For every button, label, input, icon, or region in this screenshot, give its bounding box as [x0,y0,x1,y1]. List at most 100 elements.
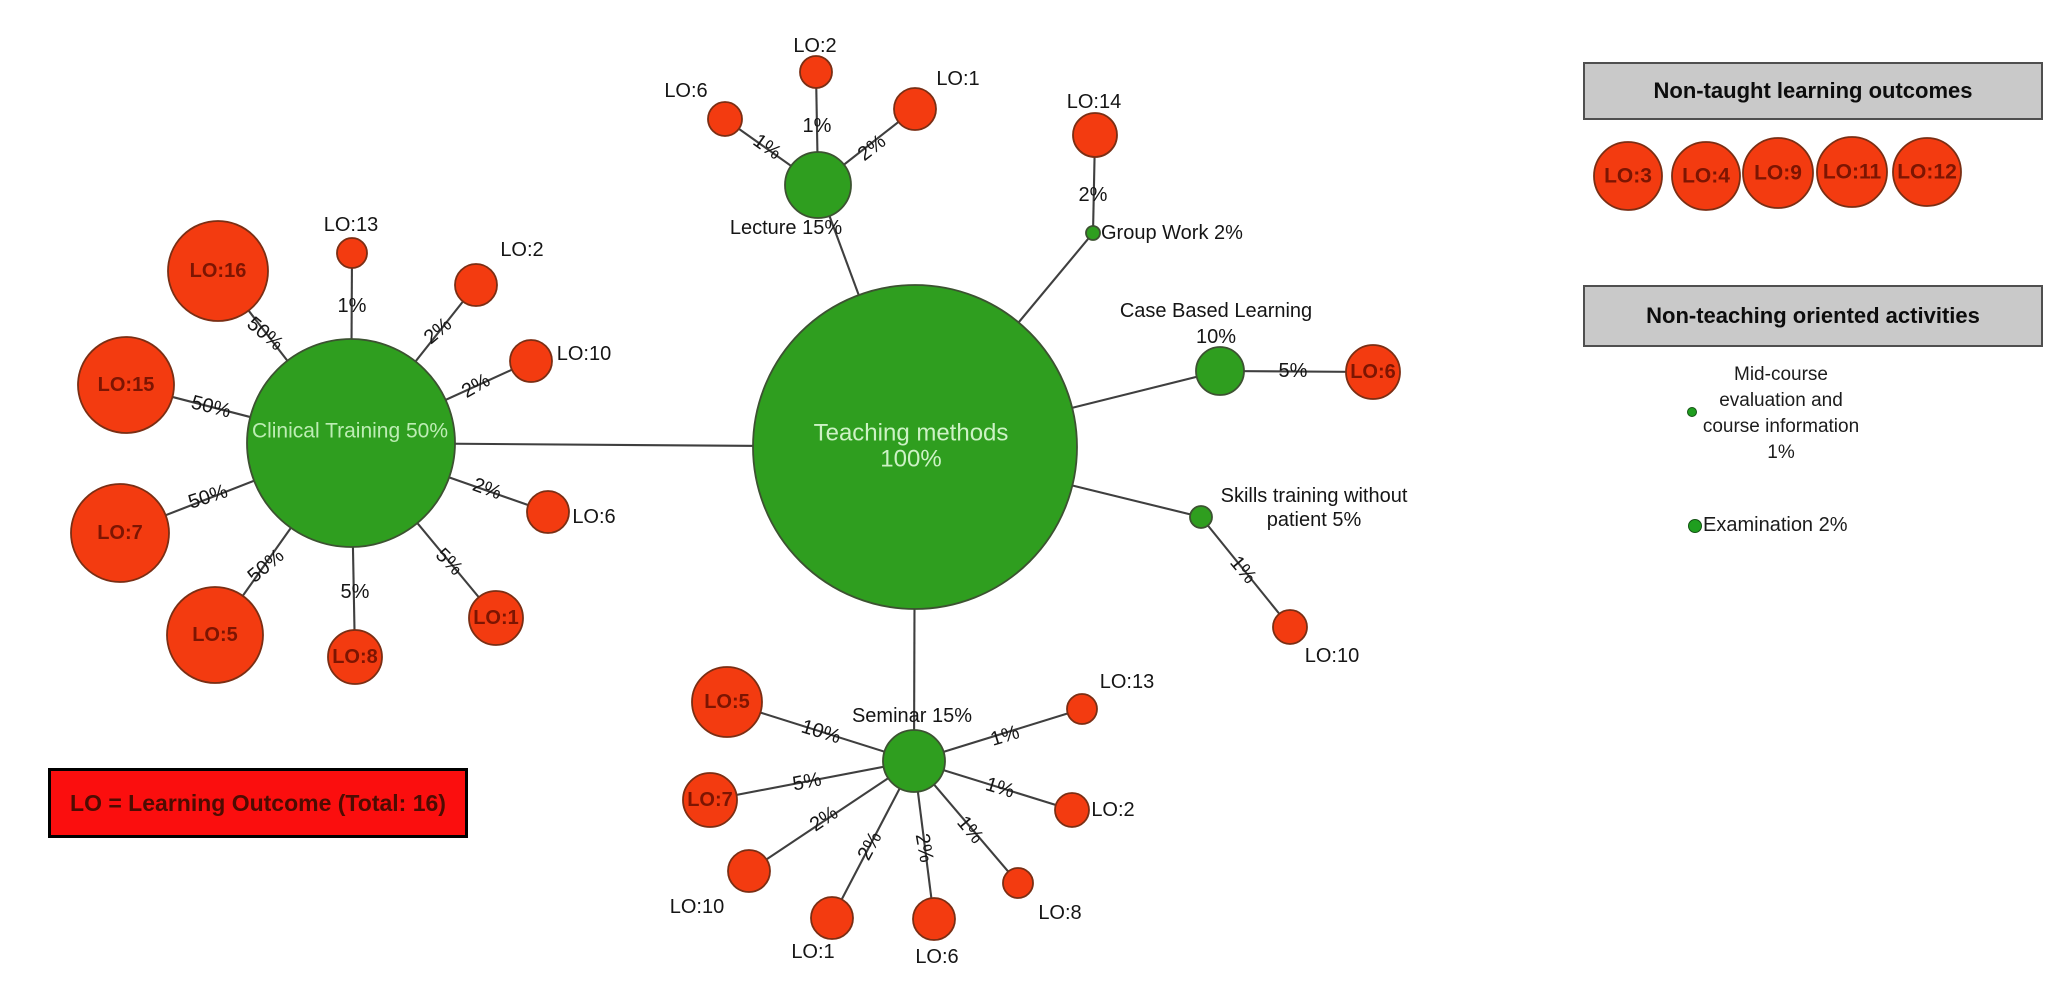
legend-text: LO = Learning Outcome (Total: 16) [70,789,446,816]
lo-label-clinical-training-lo-6: LO:6 [572,506,615,528]
lo-node-clinical-training-lo-6 [526,490,570,534]
pct-label-seminar-lo-2: 1% [983,773,1017,803]
lo-label-clinical-training-lo-13: LO:13 [324,214,378,236]
mid-course-line-1: Mid-course [1734,364,1828,385]
mid-course-dot-icon [1687,407,1697,417]
lo-node-case-based-learning-lo-6 [1345,344,1401,400]
lo-node-seminar-lo-10 [727,849,771,893]
lo-label-seminar-lo-7: LO:7 [687,789,733,811]
method-node-skills-training-without-patient [1189,505,1213,529]
lo-node-non-taught-lo-4 [1671,141,1741,211]
method-node-clinical-training [246,338,456,548]
pct-label-group-work-lo-14: 2% [1079,184,1108,206]
lo-node-clinical-training-lo-10 [509,339,553,383]
lo-label-clinical-training-lo-5: LO:5 [192,624,238,646]
lo-label-seminar-lo-10: LO:10 [670,896,724,918]
pct-label-seminar-lo-7: 5% [791,768,824,795]
lo-label-group-work-lo-14: LO:14 [1067,91,1121,113]
lo-label-non-taught-lo-12: LO:12 [1897,161,1957,184]
lo-node-clinical-training-lo-8 [327,629,383,685]
lo-node-seminar-lo-2 [1054,792,1090,828]
lo-node-seminar-lo-1 [810,896,854,940]
mid-course-line-3: course information [1702,416,1860,437]
lo-label-seminar-lo-8: LO:8 [1038,902,1081,924]
non-teaching-activities-header: Non-teaching oriented activities [1583,285,2043,347]
lo-label-clinical-training-lo-8: LO:8 [332,646,378,668]
pct-label-clinical-training-lo-7: 50% [186,480,231,513]
edge-seminar-lo-10 [748,760,915,872]
method-label-case-based-learning-1: 10% [1196,326,1236,348]
method-label-skills-training-without-patient-0: Skills training without [1221,485,1408,507]
edge-skills-training-without-patient-lo-10 [1200,516,1291,628]
method-label-seminar: Seminar 15% [852,705,972,727]
lo-node-clinical-training-lo-2 [454,263,498,307]
lo-label-clinical-training-lo-1: LO:1 [473,607,519,629]
lo-node-seminar-lo-7 [682,772,738,828]
method-node-case-based-learning [1195,346,1245,396]
examination-dot-icon [1688,518,1702,533]
lo-label-non-taught-lo-11: LO:11 [1823,161,1882,184]
mid-course-line-4: 1% [1767,442,1795,463]
lo-label-clinical-training-lo-2: LO:2 [500,239,543,261]
method-label-group-work: Group Work 2% [1101,222,1243,244]
method-label-case-based-learning-0: Case Based Learning [1120,300,1312,322]
lo-node-clinical-training-lo-1 [468,590,524,646]
lo-label-lecture-lo-2: LO:2 [793,35,836,57]
examination-item: Examination 2% [1688,514,1848,537]
method-label-teaching-methods-1: 100% [880,446,941,473]
mid-course-item: Mid-course evaluation and course informa… [1686,362,1876,466]
legend-box: LO = Learning Outcome (Total: 16) [48,768,468,838]
pct-label-clinical-training-lo-13: 1% [338,295,367,317]
lo-node-non-taught-lo-3 [1593,141,1663,211]
examination-label: Examination 2% [1703,514,1848,536]
lo-node-lecture-lo-2 [799,55,833,89]
lo-label-clinical-training-lo-10: LO:10 [557,343,611,365]
method-node-seminar [882,729,946,793]
lo-node-seminar-lo-6 [912,897,956,941]
method-label-teaching-methods-0: Teaching methods [814,420,1009,447]
pct-label-clinical-training-lo-10: 2% [458,369,494,403]
lo-label-non-taught-lo-3: LO:3 [1604,165,1652,188]
non-taught-outcomes-header: Non-taught learning outcomes [1583,62,2043,120]
pct-label-clinical-training-lo-5: 50% [244,545,289,588]
lo-label-seminar-lo-2: LO:2 [1091,799,1134,821]
pct-label-clinical-training-lo-1: 5% [431,544,467,580]
lo-label-case-based-learning-lo-6: LO:6 [1350,361,1396,383]
lo-label-seminar-lo-13: LO:13 [1100,671,1154,693]
pct-label-seminar-lo-1: 2% [854,828,887,864]
lo-label-non-taught-lo-4: LO:4 [1682,165,1730,188]
pct-label-clinical-training-lo-8: 5% [341,581,370,603]
lo-node-clinical-training-lo-16 [167,220,269,322]
pct-label-lecture-lo-2: 1% [803,115,832,137]
lo-node-clinical-training-lo-15 [77,336,175,434]
pct-label-clinical-training-lo-16: 50% [243,313,288,356]
lo-label-non-taught-lo-9: LO:9 [1754,162,1802,185]
lo-node-seminar-lo-13 [1066,693,1098,725]
lo-label-lecture-lo-6: LO:6 [664,80,707,102]
method-node-group-work [1085,225,1101,241]
lo-label-lecture-lo-1: LO:1 [936,68,979,90]
lo-node-lecture-lo-6 [707,101,743,137]
mid-course-line-2: evaluation and [1719,390,1843,411]
pct-label-seminar-lo-13: 1% [988,721,1022,751]
lo-node-clinical-training-lo-5 [166,586,264,684]
lo-label-clinical-training-lo-16: LO:16 [190,260,247,282]
method-node-lecture [784,151,852,219]
lo-label-seminar-lo-5: LO:5 [704,691,750,713]
pct-label-seminar-lo-10: 2% [806,802,842,837]
lo-label-skills-training-without-patient-lo-10: LO:10 [1305,645,1359,667]
pct-label-seminar-lo-5: 10% [799,716,844,749]
lo-node-lecture-lo-1 [893,87,937,131]
lo-label-seminar-lo-1: LO:1 [791,941,834,963]
lo-node-clinical-training-lo-7 [70,483,170,583]
pct-label-seminar-lo-6: 2% [911,832,938,865]
lo-label-seminar-lo-6: LO:6 [915,946,958,968]
lo-node-non-taught-lo-9 [1742,137,1814,209]
lo-node-non-taught-lo-12 [1892,137,1962,207]
lo-node-group-work-lo-14 [1072,112,1118,158]
edge-seminar-lo-7 [709,759,915,802]
method-label-clinical-training: Clinical Training 50% [252,420,448,443]
pct-label-lecture-lo-1: 2% [854,130,890,165]
